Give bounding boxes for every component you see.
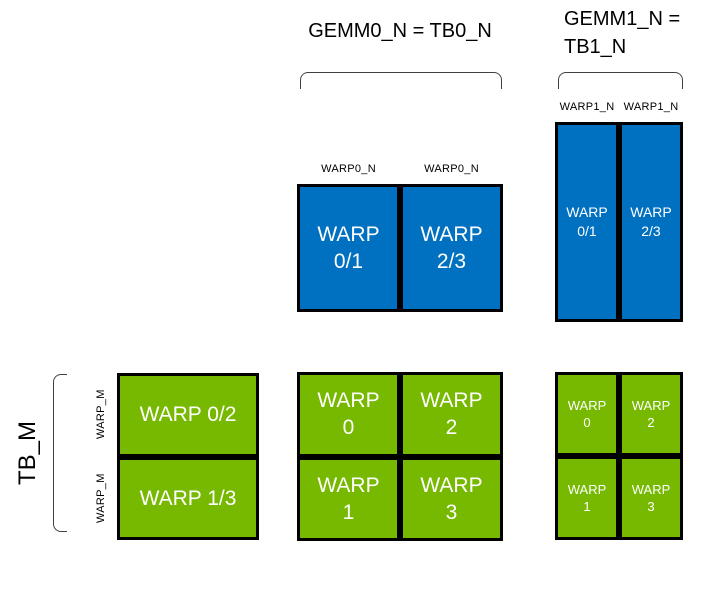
- tb-m-block: WARP 0/2 WARP 1/3: [117, 373, 259, 540]
- warp-cell: WARP 0: [555, 372, 619, 456]
- warp-cell: WARP 3: [400, 456, 503, 541]
- gemm1-warp-grid: WARP 0 WARP 2 WARP 1 WARP 3: [555, 372, 683, 540]
- warp-m-label: WARP_M: [95, 389, 107, 440]
- warp-cell: WARP 3: [619, 456, 683, 540]
- gemm0-accumulator-block: WARP 0/1 WARP 2/3: [297, 184, 503, 312]
- warp-m-label: WARP_M: [95, 473, 107, 523]
- warp0-n-label: WARP0_N: [424, 163, 479, 175]
- gemm0-warp-grid: WARP 0 WARP 2 WARP 1 WARP 3: [297, 372, 503, 541]
- warp1-n-label: WARP1_N: [623, 101, 679, 113]
- warp-cell: WARP 0/1: [297, 184, 400, 312]
- warp-cell: WARP 0: [297, 372, 400, 457]
- warp-cell: WARP 0/1: [555, 122, 619, 322]
- warp-cell: WARP 2: [619, 372, 683, 456]
- gemm0-n-title: GEMM0_N = TB0_N: [308, 20, 492, 42]
- warp-cell: WARP 1/3: [117, 456, 259, 540]
- tb-m-label: TB_M: [14, 420, 41, 485]
- warp-cell: WARP 2: [400, 372, 503, 457]
- warp1-n-label: WARP1_N: [559, 101, 615, 113]
- gemm1-n-title: GEMM1_N = TB1_N: [564, 8, 681, 58]
- warp-cell: WARP 1: [555, 456, 619, 540]
- gemm0-n-bracket: [300, 72, 502, 89]
- warp-cell: WARP 0/2: [117, 373, 259, 457]
- warp0-n-label: WARP0_N: [321, 163, 376, 175]
- warp-cell: WARP 2/3: [400, 184, 503, 312]
- warp-cell: WARP 1: [297, 456, 400, 541]
- warp-cell: WARP 2/3: [619, 122, 683, 322]
- gemm1-accumulator-block: WARP 0/1 WARP 2/3: [555, 122, 683, 322]
- tb-m-bracket: [53, 374, 67, 532]
- gemm1-n-bracket: [558, 72, 683, 89]
